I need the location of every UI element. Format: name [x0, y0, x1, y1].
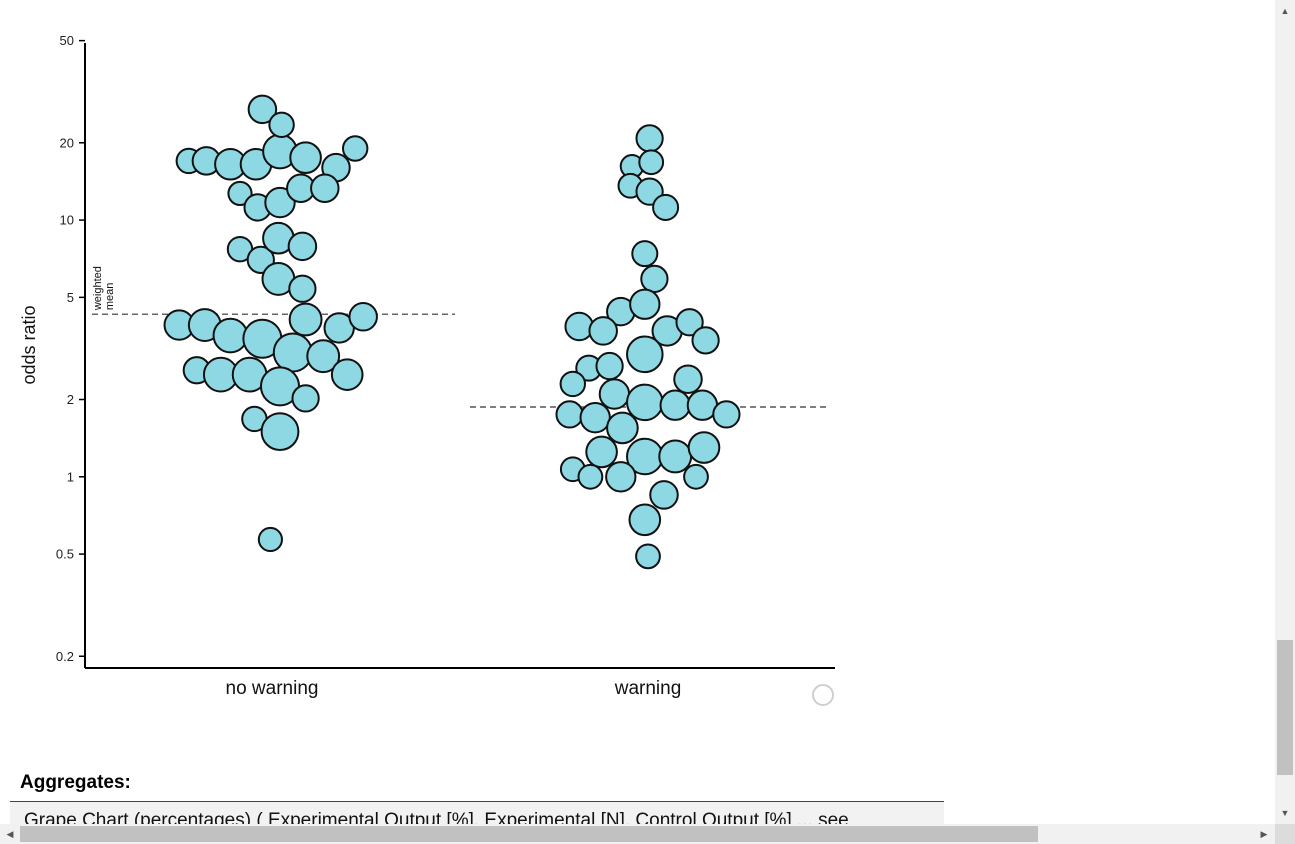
data-point[interactable] — [598, 378, 631, 410]
aggregates-heading: Aggregates: — [20, 772, 131, 793]
data-point[interactable] — [658, 439, 693, 474]
data-point[interactable] — [595, 351, 624, 381]
y-tick-label: 1 — [67, 469, 74, 484]
data-point[interactable] — [629, 288, 661, 320]
data-point[interactable] — [683, 463, 709, 490]
data-point[interactable] — [673, 364, 703, 394]
y-tick-label: 0.5 — [56, 547, 74, 562]
data-point[interactable] — [330, 358, 364, 391]
scroll-up-arrow-icon[interactable]: ▲ — [1280, 6, 1290, 16]
y-axis: 0.2 0.5 1 2 5 10 20 50 — [56, 33, 86, 668]
loading-spinner-icon — [812, 684, 834, 706]
data-point[interactable] — [712, 400, 741, 429]
data-point[interactable] — [559, 370, 586, 398]
data-point[interactable] — [260, 412, 300, 451]
data-point[interactable] — [687, 431, 721, 464]
data-point[interactable] — [606, 411, 639, 445]
x-axis: no warning warning — [85, 667, 835, 699]
data-point[interactable] — [291, 384, 320, 413]
y-tick-label: 10 — [60, 213, 74, 228]
data-point[interactable] — [605, 461, 637, 493]
data-point[interactable] — [635, 124, 664, 153]
data-point[interactable] — [555, 400, 584, 429]
data-point[interactable] — [628, 503, 662, 537]
data-point[interactable] — [640, 264, 669, 294]
data-points — [163, 94, 741, 570]
data-point[interactable] — [272, 332, 313, 373]
data-point[interactable] — [638, 149, 665, 176]
x-category-label: no warning — [226, 678, 319, 699]
data-point[interactable] — [626, 383, 664, 422]
vertical-scrollbar[interactable] — [1275, 0, 1295, 824]
data-point[interactable] — [306, 339, 341, 374]
data-point[interactable] — [264, 186, 296, 219]
data-point[interactable] — [227, 180, 253, 207]
data-point[interactable] — [348, 302, 378, 332]
scroll-down-arrow-icon[interactable]: ▼ — [1280, 808, 1290, 818]
data-point[interactable] — [659, 389, 691, 421]
data-point[interactable] — [564, 311, 594, 342]
data-point[interactable] — [585, 435, 618, 469]
data-point[interactable] — [212, 317, 249, 354]
data-point[interactable] — [287, 231, 318, 262]
scroll-left-arrow-icon[interactable]: ◀ — [6, 829, 14, 839]
scroll-right-arrow-icon[interactable]: ▶ — [1260, 829, 1268, 839]
y-tick-label: 50 — [60, 33, 74, 48]
data-point[interactable] — [626, 335, 664, 374]
data-point[interactable] — [342, 135, 369, 162]
weighted-mean-lines — [92, 313, 828, 408]
data-point[interactable] — [577, 463, 604, 490]
data-point[interactable] — [579, 401, 611, 434]
y-tick-label: 0.2 — [56, 649, 74, 664]
horizontal-scrollbar-thumb[interactable] — [20, 826, 1038, 842]
data-point[interactable] — [675, 308, 704, 337]
y-tick-label: 5 — [67, 290, 74, 305]
data-point[interactable] — [310, 173, 340, 204]
weighted-mean-label: weighted — [92, 266, 104, 311]
data-point[interactable] — [288, 302, 323, 337]
weighted-mean-label-line2: mean — [104, 283, 116, 311]
data-point[interactable] — [247, 94, 278, 125]
data-point[interactable] — [635, 543, 661, 570]
data-point[interactable] — [288, 274, 317, 303]
y-axis-label: odds ratio — [19, 305, 39, 384]
data-point[interactable] — [289, 141, 322, 174]
data-point[interactable] — [257, 526, 283, 553]
data-point[interactable] — [652, 193, 680, 221]
scrollbar-corner — [1275, 824, 1295, 844]
data-point[interactable] — [691, 326, 720, 355]
data-point[interactable] — [649, 480, 679, 510]
x-category-label: warning — [614, 678, 682, 699]
data-point[interactable] — [268, 111, 295, 139]
grape-chart: 0.2 0.5 1 2 5 10 20 50 no warning warning odds r… — [19, 33, 835, 699]
data-point[interactable] — [588, 316, 618, 346]
y-tick-label: 2 — [67, 392, 74, 407]
y-tick-label: 20 — [60, 135, 74, 150]
data-point[interactable] — [631, 240, 659, 268]
vertical-scrollbar-thumb[interactable] — [1277, 640, 1293, 775]
